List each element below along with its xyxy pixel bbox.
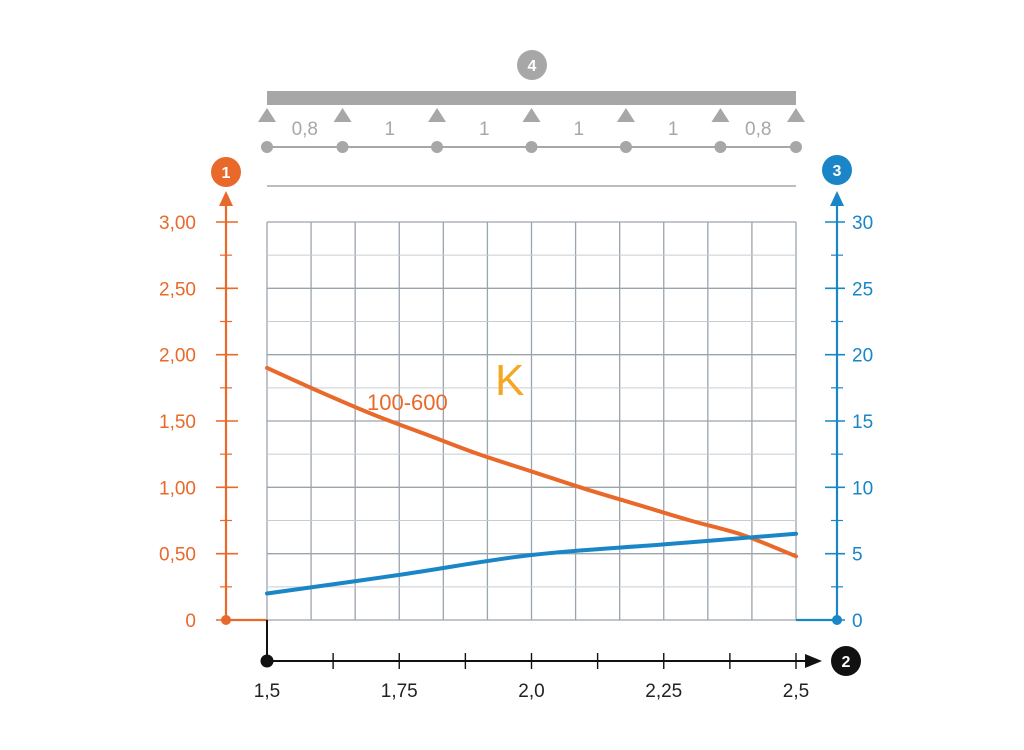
beam-support-dot — [431, 141, 444, 153]
left-axis-tick-label: 1,00 — [159, 478, 196, 499]
left-axis-marker — [211, 157, 241, 187]
beam-support-dot — [714, 141, 727, 153]
left-axis-tick-label: 0,50 — [159, 545, 196, 566]
left-axis-arrowhead — [219, 191, 233, 206]
right-axis-tick-label: 20 — [852, 346, 873, 367]
beam-marker — [517, 50, 547, 80]
beam-support-triangle — [428, 108, 447, 122]
beam-support-triangle — [787, 108, 805, 122]
beam-bar — [267, 91, 796, 105]
beam-support-triangle — [522, 108, 541, 122]
beam-span-label: 0,8 — [745, 119, 771, 140]
bottom-axis-marker-label: 2 — [842, 654, 851, 671]
beam-support-triangle — [616, 108, 635, 122]
bottom-axis-tick-label: 2,5 — [783, 681, 809, 702]
chart-series — [265, 365, 798, 596]
beam-span-label: 1 — [479, 119, 490, 140]
right-axis-tick-label: 0 — [852, 611, 863, 632]
bottom-axis-tick-label: 1,5 — [254, 681, 280, 702]
bottom-axis-marker — [831, 646, 861, 676]
beam-support-triangle — [333, 108, 352, 122]
beam-support-dot — [336, 141, 349, 153]
beam-support-dot — [525, 141, 538, 153]
right-axis-tick-label: 25 — [852, 279, 873, 300]
bottom-axis-arrowhead — [805, 654, 822, 668]
beam-support-dot — [619, 141, 632, 153]
chart-axes: 100,501,001,502,002,503,0030510152025302… — [159, 155, 873, 702]
beam-span-label: 0,8 — [292, 119, 318, 140]
series-label: 100-600 — [367, 390, 448, 415]
beam-support-dot — [790, 141, 802, 153]
bottom-axis-tick-label: 2,25 — [645, 681, 682, 702]
left-axis-tick-label: 2,00 — [159, 346, 196, 367]
right-axis-marker-label: 3 — [833, 163, 842, 180]
beam-span-label: 1 — [573, 119, 584, 140]
series-line-blue — [265, 531, 798, 596]
left-axis-tick-label: 3,00 — [159, 213, 196, 234]
bottom-axis-origin-dot — [260, 654, 274, 668]
bottom-axis-tick-label: 2,0 — [518, 681, 544, 702]
beam-span-label: 1 — [668, 119, 679, 140]
beam-support-triangle — [711, 108, 730, 122]
annotation-k: K — [495, 356, 524, 405]
beam-support-dot — [261, 141, 273, 153]
right-axis-tick-label: 15 — [852, 412, 873, 433]
bottom-axis-tick-label: 1,75 — [381, 681, 418, 702]
series-line-orange — [265, 365, 798, 559]
right-axis-tick-label: 10 — [852, 478, 873, 499]
left-axis-tick-label: 2,50 — [159, 279, 196, 300]
beam-span-label: 1 — [385, 119, 396, 140]
beam-support-triangle — [258, 108, 276, 122]
left-axis-tick-label: 0 — [185, 611, 196, 632]
right-axis-tick-label: 5 — [852, 545, 863, 566]
chart-labels: 100-600 K — [367, 356, 524, 415]
beam-diagram: 4 0,8 1 1 1 1 0,8 — [258, 50, 805, 187]
left-axis-marker-label: 1 — [222, 165, 231, 182]
right-axis-marker — [822, 155, 852, 185]
right-axis-arrowhead — [830, 191, 844, 206]
left-axis-tick-label: 1,50 — [159, 412, 196, 433]
chart-grid — [266, 221, 797, 621]
right-axis-tick-label: 30 — [852, 213, 873, 234]
beam-marker-label: 4 — [528, 58, 537, 75]
